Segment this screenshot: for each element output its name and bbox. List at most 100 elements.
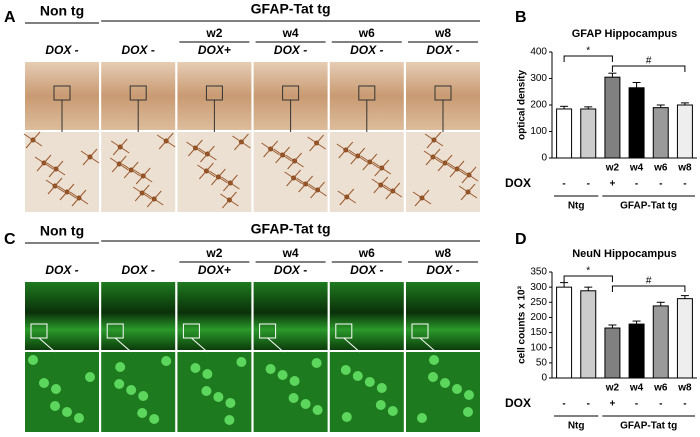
- cell: [364, 377, 375, 387]
- dox-label: DOX+: [198, 43, 231, 57]
- y-tick-label: 300: [530, 282, 547, 293]
- micrograph-low: [406, 282, 480, 350]
- process: [112, 138, 128, 156]
- bar: [604, 76, 621, 159]
- x-tick-label: w6: [653, 383, 668, 394]
- chart-title: NeuN Hippocampus: [572, 248, 677, 260]
- bar: [652, 305, 669, 379]
- process: [460, 183, 476, 201]
- dox-label: DOX+: [198, 263, 231, 277]
- dox-label: DOX -: [426, 43, 459, 57]
- process: [275, 146, 290, 164]
- cell: [288, 393, 299, 403]
- micrograph-high: [101, 352, 176, 432]
- bar: [676, 104, 693, 159]
- x-tick-label: w8: [677, 163, 692, 174]
- y-tick-label: 0: [541, 153, 547, 164]
- process: [374, 159, 390, 177]
- dox-value: +: [609, 399, 615, 410]
- panel-label: D: [515, 231, 527, 248]
- cell: [161, 356, 172, 366]
- bar: [604, 327, 621, 379]
- process: [146, 190, 162, 208]
- group-label: GFAP-Tat tg: [620, 201, 677, 212]
- bar: [556, 108, 573, 159]
- bar: [556, 286, 573, 379]
- y-axis-label: optical density: [517, 70, 528, 140]
- cell: [341, 412, 352, 422]
- cell: [50, 401, 60, 411]
- roi-link: [114, 337, 132, 353]
- process: [310, 181, 325, 199]
- y-axis-label: cell counts x 10³: [517, 285, 528, 363]
- dox-label: DOX -: [122, 263, 155, 277]
- process: [286, 169, 301, 187]
- dox-value: -: [587, 179, 590, 190]
- sig-bracket: [611, 65, 686, 72]
- process: [123, 161, 139, 179]
- cell: [190, 363, 201, 373]
- cell: [51, 384, 61, 394]
- week-label: w4: [282, 246, 299, 260]
- process: [234, 133, 249, 151]
- process: [134, 184, 150, 202]
- cell: [265, 364, 276, 374]
- process: [59, 183, 75, 201]
- cell: [376, 383, 387, 393]
- cell: [213, 392, 224, 402]
- process: [222, 191, 237, 209]
- process: [263, 140, 278, 158]
- micrograph-low: [177, 282, 252, 350]
- dox-label: DOX -: [426, 263, 459, 277]
- cell: [440, 378, 450, 388]
- panel-label: B: [515, 9, 527, 26]
- sig-mark: #: [646, 276, 652, 287]
- dox-label: DOX -: [350, 263, 383, 277]
- sig-bracket: [563, 55, 613, 62]
- process: [158, 132, 174, 150]
- y-tick-label: 100: [530, 126, 547, 137]
- y-tick-label: 150: [530, 327, 547, 338]
- dox-value: -: [635, 399, 638, 410]
- dox-label: DOX -: [350, 43, 383, 57]
- sig-mark: #: [646, 56, 652, 67]
- y-tick-label: 400: [530, 47, 547, 58]
- process: [338, 141, 354, 159]
- process: [47, 177, 63, 195]
- cell: [352, 371, 363, 381]
- dox-value: -: [635, 179, 638, 190]
- week-label: w2: [205, 246, 222, 260]
- micrograph-low: [101, 282, 176, 350]
- roi-link: [419, 337, 437, 353]
- micrograph-high: [25, 132, 99, 212]
- dox-value: -: [562, 399, 565, 410]
- process: [48, 160, 64, 178]
- process: [461, 166, 477, 184]
- bar: [580, 108, 597, 159]
- cell: [429, 355, 439, 365]
- process: [135, 167, 151, 185]
- cell: [138, 391, 149, 401]
- process: [426, 131, 442, 149]
- week-label: w2: [205, 26, 222, 40]
- group-label: GFAP-Tat tg: [620, 421, 677, 432]
- dox-label: DOX -: [274, 263, 307, 277]
- x-tick-label: w8: [677, 383, 692, 394]
- cell: [149, 414, 160, 424]
- micrograph-high: [329, 352, 404, 432]
- dox-label: DOX: [505, 176, 531, 190]
- cell: [340, 365, 351, 375]
- cell: [277, 370, 288, 380]
- cell: [39, 378, 49, 388]
- y-tick-label: 350: [530, 267, 547, 278]
- cell: [202, 369, 213, 379]
- week-label: w8: [434, 246, 451, 260]
- group-label: Ntg: [568, 421, 585, 432]
- process: [211, 168, 226, 186]
- chart-title: GFAP Hippocampus: [572, 28, 678, 40]
- process: [36, 154, 52, 172]
- sig-bracket: [611, 285, 686, 292]
- y-tick-label: 0: [541, 373, 547, 384]
- cell: [225, 398, 236, 408]
